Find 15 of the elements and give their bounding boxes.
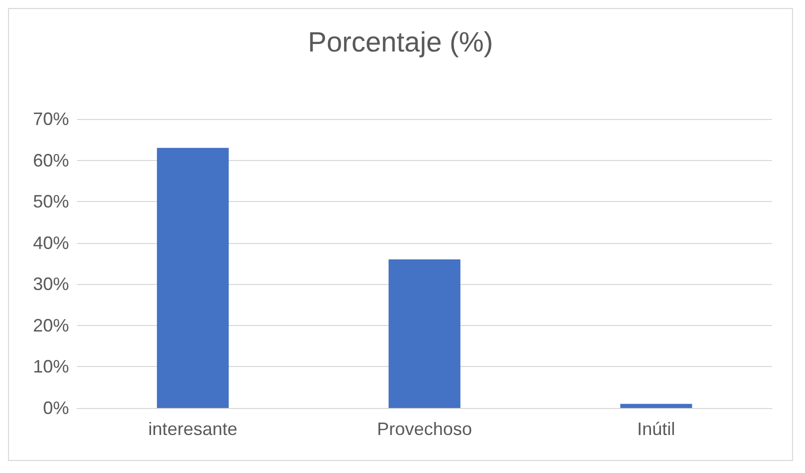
y-tick-label: 30% — [32, 274, 69, 294]
y-tick-label: 60% — [32, 150, 69, 170]
y-tick-label: 0% — [42, 398, 69, 418]
y-tick-label: 20% — [32, 315, 69, 336]
chart-title: Porcentaje (%) — [308, 26, 494, 58]
y-tick-label: 10% — [32, 356, 69, 377]
y-tick-label: 40% — [32, 232, 69, 253]
y-tick-label: 50% — [32, 192, 69, 212]
y-tick-label: 70% — [32, 109, 69, 129]
x-tick-label: Provechoso — [376, 419, 472, 439]
bar — [388, 259, 460, 408]
x-tick-label: interesante — [148, 419, 238, 439]
bar — [620, 404, 692, 408]
bar — [156, 148, 229, 408]
x-tick-label: Inútil — [637, 419, 676, 439]
